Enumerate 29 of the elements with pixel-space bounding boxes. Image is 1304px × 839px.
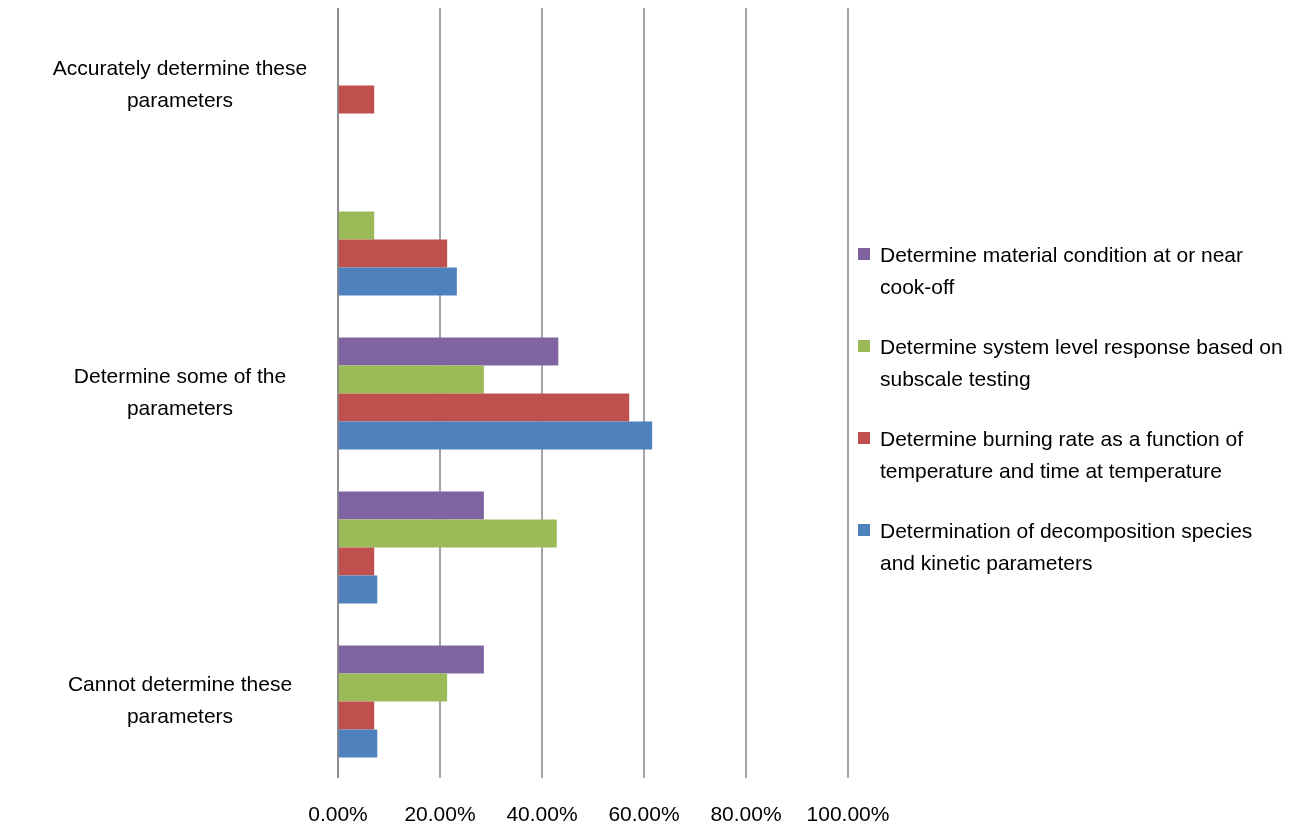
legend-label: Determine material condition at or near cook-off [880,242,1244,300]
bar [338,421,653,450]
bar [338,575,378,604]
x-tick-label: 40.00% [506,801,578,825]
bar [338,645,484,674]
legend-label: Determine burning rate as a function of temperature and time at temperature [880,426,1245,484]
y-tick-label: Cannot determine these parameters [67,671,293,727]
x-tick-label: 100.00% [806,801,890,825]
x-tick-label: 60.00% [608,801,680,825]
bar [338,519,557,548]
bar [338,337,559,366]
bar [338,267,457,296]
x-tick-label: 20.00% [404,801,476,825]
bar [338,211,375,240]
bar [338,85,375,114]
bar [338,239,448,268]
bar [338,365,484,394]
bar [338,701,375,730]
x-tick-label: 80.00% [710,801,782,825]
x-tick-label: 0.00% [308,801,368,825]
bar [338,673,448,702]
y-tick-label: Accurately determine these parameters [52,55,308,111]
y-tick-label: Determine some of the parameters [73,363,287,419]
legend-label: Determination of decomposition species and kinetic parameters [880,518,1254,576]
bar [338,729,378,758]
bar [338,491,484,520]
legend-label: Determine system level response based on subscale testing [880,334,1284,392]
bar [338,393,630,422]
bar [338,547,375,576]
